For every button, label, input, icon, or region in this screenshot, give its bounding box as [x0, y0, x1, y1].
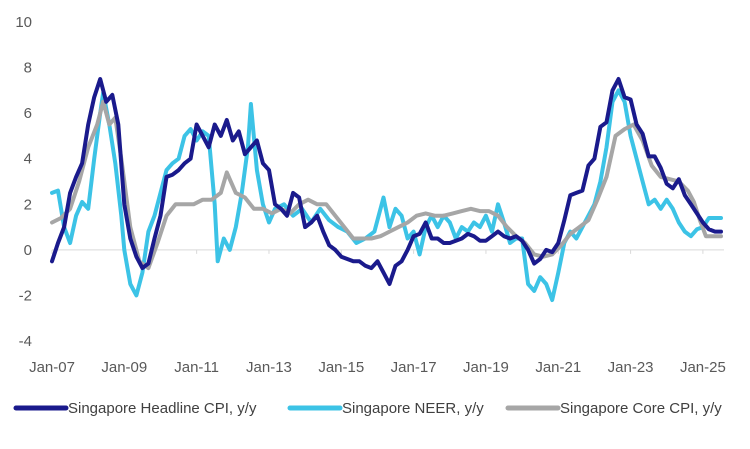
legend-label-core-cpi: Singapore Core CPI, y/y: [560, 400, 722, 417]
y-tick-label: 10: [15, 14, 32, 31]
y-tick-label: -2: [19, 287, 32, 304]
legend-label-headline-cpi: Singapore Headline CPI, y/y: [68, 400, 257, 417]
x-tick-label: Jan-09: [101, 359, 147, 376]
x-tick-label: Jan-13: [246, 359, 292, 376]
legend: Singapore Headline CPI, y/y Singapore NE…: [13, 400, 722, 417]
y-tick-label: -4: [19, 333, 32, 350]
y-tick-label: 4: [24, 151, 32, 168]
y-tick-label: 0: [24, 242, 32, 259]
x-tick-label: Jan-11: [174, 359, 219, 376]
x-tick-label: Jan-25: [680, 359, 726, 376]
x-tick-label: Jan-15: [318, 359, 364, 376]
x-axis-tick-labels: Jan-07 Jan-09 Jan-11 Jan-13 Jan-15 Jan-17 Jan-…: [29, 249, 726, 376]
series-line-singapore-headline-cpi-y-y: [50, 77, 723, 286]
x-tick-label: Jan-07: [29, 359, 75, 376]
x-tick-label: Jan-21: [535, 359, 581, 376]
y-axis-tick-labels: -4 -2 0 2 4 6 8 10: [15, 14, 32, 350]
x-tick-label: Jan-23: [608, 359, 654, 376]
series-line-singapore-neer-y-y: [50, 88, 723, 302]
x-tick-label: Jan-19: [463, 359, 509, 376]
y-tick-label: 6: [24, 105, 32, 122]
x-tick-label: Jan-17: [391, 359, 437, 376]
series-line-singapore-core-cpi-y-y: [50, 99, 723, 271]
y-tick-label: 2: [24, 196, 32, 213]
y-tick-label: 8: [24, 60, 32, 77]
series-lines: [50, 77, 723, 302]
legend-label-neer: Singapore NEER, y/y: [342, 400, 484, 417]
